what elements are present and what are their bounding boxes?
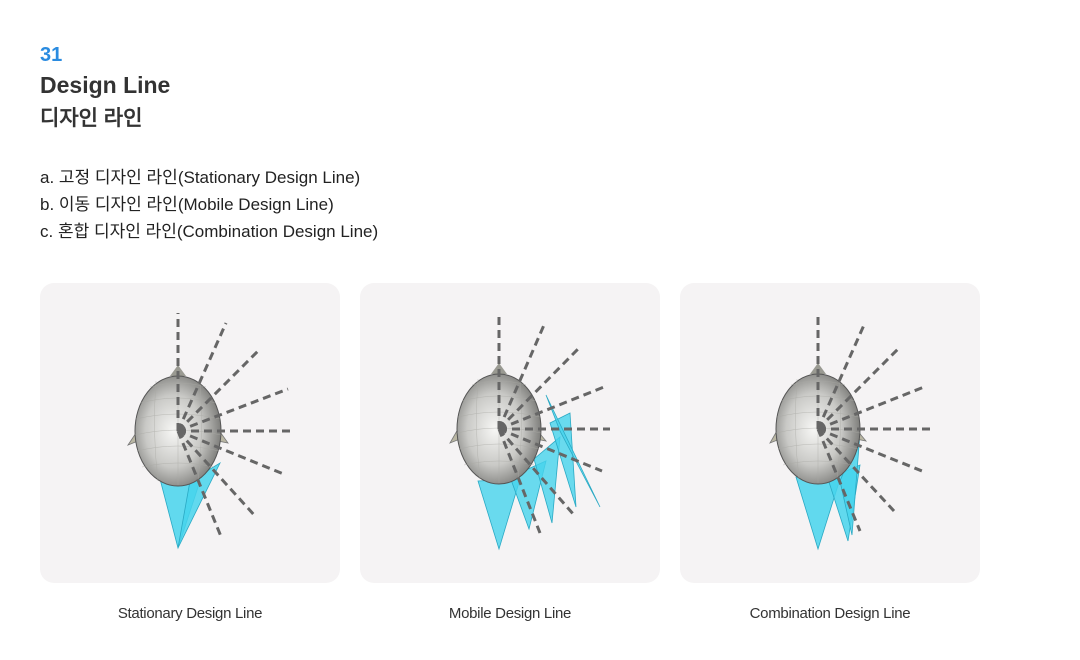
page-subtitle-korean: 디자인 라인 xyxy=(40,107,143,130)
guide-lines xyxy=(816,313,930,532)
guide-lines xyxy=(497,313,610,534)
caption-stationary: Stationary Design Line xyxy=(117,605,263,622)
guide-lines xyxy=(176,313,294,540)
list-item-stationary: a. 고정 디자인 라인(Stationary Design Line) xyxy=(40,168,361,187)
section-number: 31 xyxy=(40,44,63,66)
stationary-head-diagram xyxy=(126,313,294,550)
list-item-mobile: b. 이동 디자인 라인(Mobile Design Line) xyxy=(40,195,334,214)
panel-stationary xyxy=(40,283,340,583)
design-line-types-list: a. 고정 디자인 라인(Stationary Design Line) b. … xyxy=(40,164,378,245)
page-title: Design Line xyxy=(40,72,171,98)
mobile-head-diagram xyxy=(449,313,610,551)
panel-mobile xyxy=(360,283,660,583)
sector-fills xyxy=(159,461,221,550)
caption-mobile: Mobile Design Line xyxy=(448,605,572,622)
list-item-combination: c. 혼합 디자인 라인(Combination Design Line) xyxy=(40,222,379,241)
caption-combination: Combination Design Line xyxy=(749,605,911,622)
panel-combination xyxy=(680,283,980,583)
combination-head-diagram xyxy=(769,313,930,551)
